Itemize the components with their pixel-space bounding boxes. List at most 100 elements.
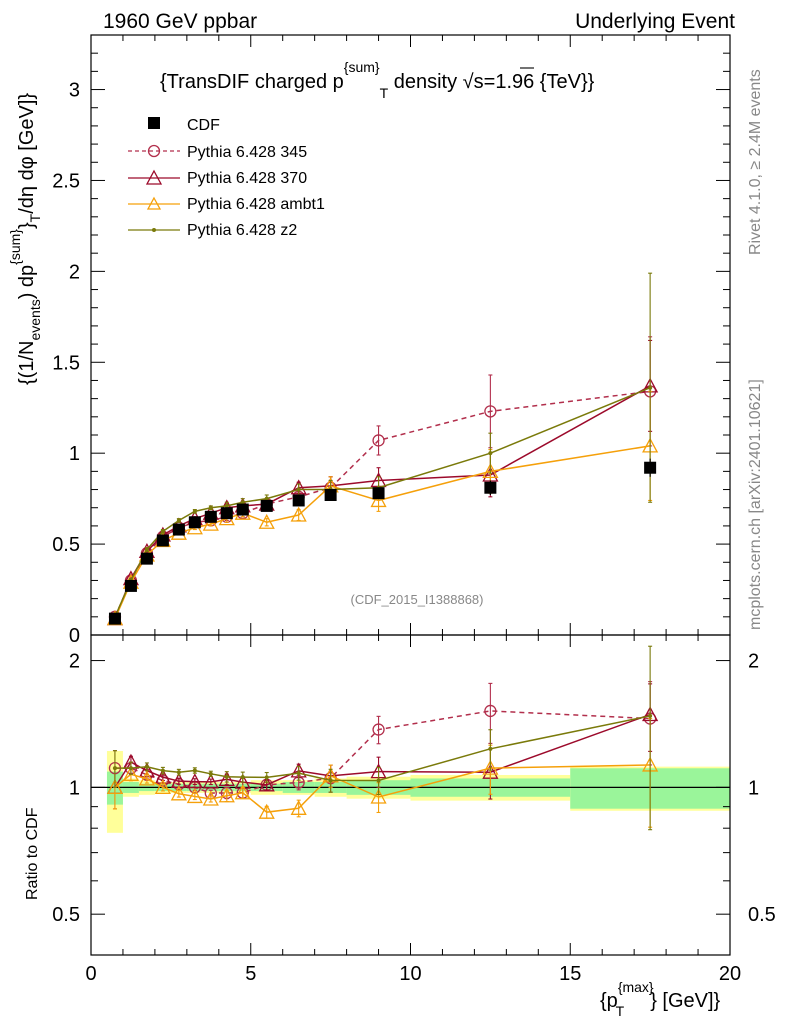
ratio-y-tick-label-right: 0.5: [748, 904, 776, 926]
data-point: [484, 704, 497, 718]
chart-title: {TransDIF charged p{sum}T density √s=1.9…: [160, 59, 595, 101]
data-point: [484, 405, 497, 418]
data-point: [264, 496, 269, 501]
data-point: [648, 713, 653, 718]
data-point: [328, 778, 333, 783]
x-tick-label: 0: [85, 963, 96, 985]
data-point: [128, 766, 133, 771]
data-point: [160, 768, 165, 773]
data-point: [192, 768, 197, 773]
data-point: [112, 766, 117, 771]
y-tick-label: 0.5: [52, 534, 80, 556]
cdf-uncertainty-bands: [106, 750, 730, 833]
data-point: [144, 547, 149, 552]
data-point: [376, 778, 381, 783]
data-point: [482, 462, 499, 479]
data-point: [258, 803, 275, 819]
y-tick-label: 2: [69, 261, 80, 283]
header-left-label: 1960 GeV ppbar: [103, 10, 257, 33]
y-tick-label: 0: [69, 625, 80, 647]
y-tick-label: 3: [69, 80, 80, 102]
y-tick-label: 1.5: [52, 352, 80, 374]
data-point: [192, 509, 197, 514]
data-point: [258, 513, 275, 529]
data-point: [488, 451, 493, 456]
data-point: [154, 768, 171, 784]
cdf-data-layer: [108, 458, 657, 625]
data-point: [370, 788, 387, 804]
x-tick-label: 20: [719, 963, 741, 985]
data-point: [234, 784, 251, 800]
data-point: [154, 779, 171, 795]
data-point: [240, 775, 245, 780]
analysis-label: (CDF_2015_I1388868): [351, 592, 484, 607]
data-point: [290, 799, 307, 815]
ratio-y-tick-label-right: 1: [748, 777, 759, 799]
data-point: [186, 773, 203, 789]
legend: CDF Pythia 6.428 345 Pythia 6.428 370 Py…: [128, 117, 325, 239]
data-point: [122, 765, 140, 781]
legend-label-370: Pythia 6.428 370: [187, 170, 307, 187]
ratio-y-tick-label: 1: [69, 777, 80, 799]
legend-label-z2: Pythia 6.428 z2: [187, 222, 297, 239]
data-point: [208, 771, 213, 776]
series-layer: [106, 272, 659, 831]
axis-tick-labels: 0 5 10 15 20 0 0.5 1 1.5 2 2.5 3 0.5 0.5 1 1 2 2: [52, 80, 776, 985]
x-tick-label: 10: [399, 963, 421, 985]
axis-ticks: [90, 34, 731, 956]
data-point: [296, 771, 301, 776]
data-point: [218, 770, 235, 787]
data-point: [176, 518, 181, 523]
data-point: [290, 506, 307, 522]
data-point: [202, 773, 219, 789]
data-point: [482, 759, 499, 775]
data-point: [186, 788, 203, 804]
data-point: [224, 774, 229, 779]
data-point: [296, 487, 301, 492]
data-point: [370, 492, 387, 508]
data-point: [224, 503, 229, 508]
data-point: [170, 785, 187, 801]
series-370: [106, 339, 659, 810]
ratio-y-tick-label: 0.5: [52, 904, 80, 926]
legend-marker-z2: [152, 228, 156, 232]
data-point: [218, 787, 235, 803]
header-right-label: Underlying Event: [575, 10, 735, 33]
series-345: [108, 336, 657, 800]
legend-marker-370: [145, 169, 163, 185]
y-tick-label: 2.5: [52, 170, 80, 192]
data-point: [208, 505, 213, 510]
legend-label-ambt1: Pythia 6.428 ambt1: [187, 196, 325, 213]
rivet-version-label: Rivet 4.1.0, ≥ 2.4M events: [747, 69, 764, 255]
data-point: [202, 515, 219, 531]
data-point: [372, 723, 385, 736]
series-z2-line: [114, 387, 651, 618]
ratio-y-tick-label-right: 2: [748, 651, 759, 673]
data-point: [202, 790, 219, 806]
x-tick-label: 5: [245, 963, 256, 985]
legend-marker-345: [147, 144, 161, 158]
x-axis-label: {p{max} T} [GeV]}: [600, 979, 721, 1019]
data-point: [138, 770, 156, 786]
ratio-y-axis-label: Ratio to CDF: [24, 807, 41, 900]
data-point: [106, 779, 124, 795]
data-point: [264, 775, 269, 780]
series-z2: [112, 272, 653, 831]
legend-label-345: Pythia 6.428 345: [187, 144, 307, 161]
data-point: [160, 529, 165, 534]
mcplots-reference-label: mcplots.cern.ch [arXiv:2401.10621]: [747, 379, 764, 630]
x-tick-label: 15: [559, 963, 581, 985]
data-point: [258, 776, 275, 792]
legend-marker-cdf: [148, 117, 160, 129]
series-345-line: [114, 390, 651, 618]
data-point: [488, 746, 493, 751]
data-point: [240, 500, 245, 505]
data-point: [372, 434, 385, 447]
legend-marker-ambt1: [146, 196, 162, 210]
data-point: [176, 770, 181, 775]
data-point: [648, 385, 653, 390]
ratio-y-tick-label: 2: [69, 651, 80, 673]
y-tick-label: 1: [69, 443, 80, 465]
series-ambt1: [106, 390, 659, 828]
